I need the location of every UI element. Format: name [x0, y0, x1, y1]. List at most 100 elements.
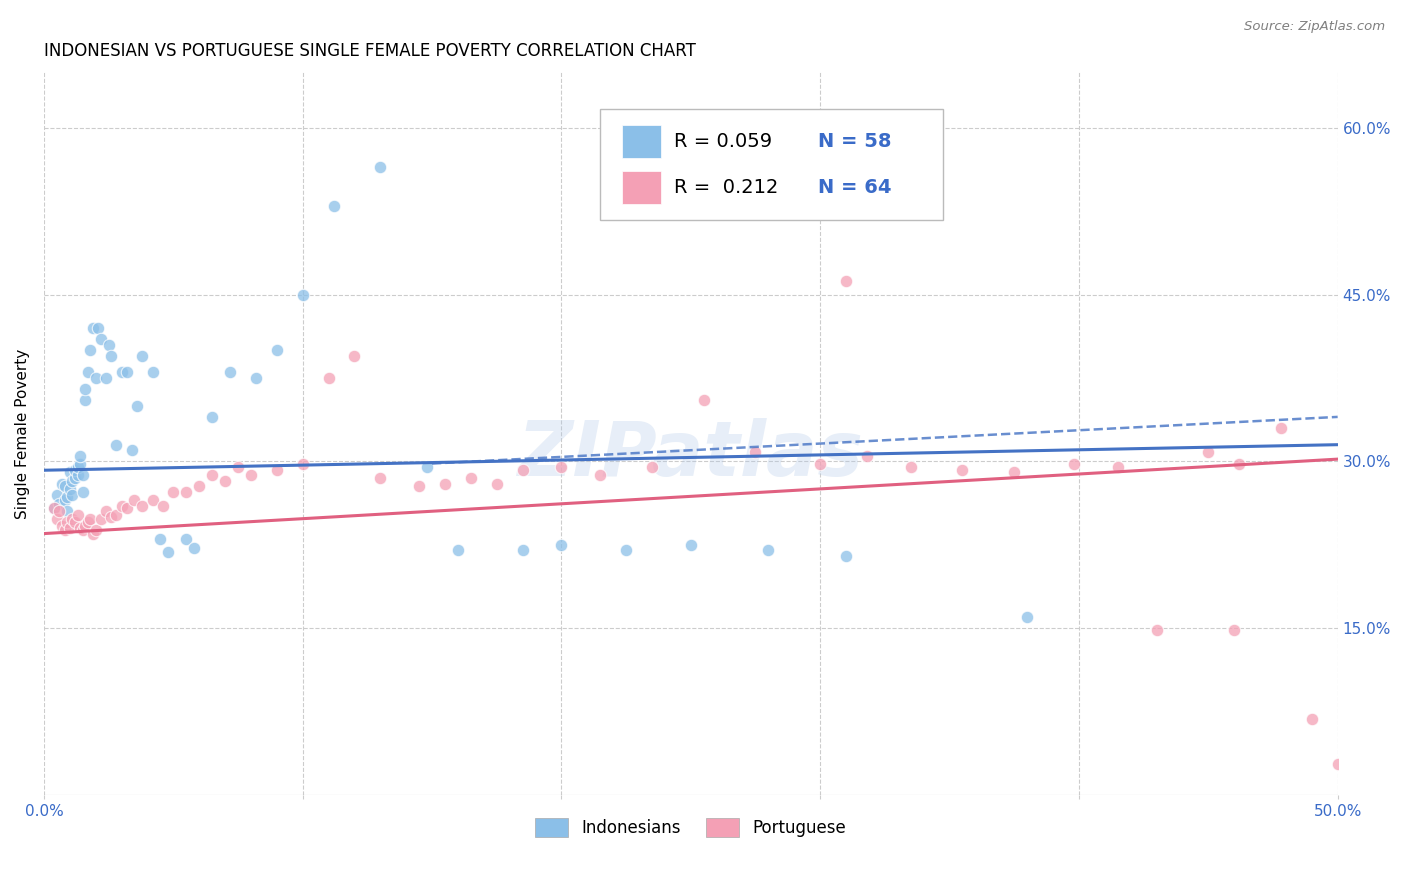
Point: [1301, 712, 1323, 726]
Point: [45, 488, 67, 502]
Point: [131, 499, 153, 513]
Point: [110, 499, 132, 513]
Point: [79, 343, 101, 358]
Point: [53, 523, 76, 537]
Point: [416, 459, 439, 474]
Point: [72, 485, 94, 500]
Point: [63, 516, 86, 530]
Point: [125, 399, 148, 413]
Point: [110, 366, 132, 380]
Point: [63, 471, 86, 485]
Point: [60, 475, 83, 489]
FancyBboxPatch shape: [600, 109, 943, 220]
Point: [94, 504, 117, 518]
Point: [226, 459, 249, 474]
Point: [1227, 457, 1250, 471]
Point: [239, 467, 262, 482]
Point: [100, 509, 122, 524]
Point: [152, 499, 174, 513]
Point: [174, 485, 197, 500]
Point: [90, 512, 112, 526]
Point: [368, 471, 391, 485]
Point: [679, 538, 702, 552]
Point: [485, 476, 508, 491]
Point: [44, 501, 66, 516]
FancyBboxPatch shape: [623, 125, 661, 158]
Point: [162, 485, 184, 500]
Point: [72, 523, 94, 537]
Point: [692, 393, 714, 408]
Point: [219, 366, 242, 380]
Point: [318, 371, 340, 385]
Point: [149, 532, 172, 546]
Point: [45, 512, 67, 526]
Point: [1223, 624, 1246, 638]
Point: [59, 482, 82, 496]
Point: [75, 518, 97, 533]
Point: [952, 463, 974, 477]
Point: [201, 409, 224, 424]
Point: [433, 476, 456, 491]
Point: [69, 521, 91, 535]
Point: [100, 349, 122, 363]
Point: [1197, 445, 1219, 459]
Y-axis label: Single Female Poverty: Single Female Poverty: [15, 349, 30, 518]
Point: [142, 366, 165, 380]
Text: INDONESIAN VS PORTUGUESE SINGLE FEMALE POVERTY CORRELATION CHART: INDONESIAN VS PORTUGUESE SINGLE FEMALE P…: [44, 42, 696, 60]
Point: [63, 463, 86, 477]
Point: [900, 459, 922, 474]
Point: [79, 512, 101, 526]
Point: [66, 459, 89, 474]
Point: [291, 457, 314, 471]
Point: [59, 521, 82, 535]
Point: [90, 332, 112, 346]
Point: [53, 479, 76, 493]
Point: [343, 349, 366, 363]
Point: [69, 449, 91, 463]
Point: [368, 160, 391, 174]
Point: [744, 445, 766, 459]
Point: [1063, 457, 1085, 471]
Point: [51, 476, 73, 491]
Point: [183, 541, 205, 555]
Text: ZIPatlas: ZIPatlas: [517, 418, 863, 492]
Point: [1017, 610, 1039, 624]
Text: N = 64: N = 64: [817, 178, 891, 197]
Point: [48, 504, 70, 518]
Point: [56, 490, 79, 504]
Point: [115, 366, 138, 380]
Point: [53, 493, 76, 508]
Point: [512, 543, 534, 558]
Point: [51, 518, 73, 533]
Point: [121, 443, 143, 458]
Point: [641, 459, 664, 474]
Point: [1326, 756, 1348, 771]
Point: [75, 382, 97, 396]
Point: [1107, 459, 1129, 474]
Text: R = 0.059: R = 0.059: [673, 132, 772, 151]
Point: [84, 523, 107, 537]
Point: [758, 543, 780, 558]
Text: Source: ZipAtlas.com: Source: ZipAtlas.com: [1244, 20, 1385, 33]
Point: [77, 366, 100, 380]
Point: [550, 538, 572, 552]
Point: [75, 393, 97, 408]
Point: [72, 467, 94, 482]
Point: [512, 463, 534, 477]
Point: [94, 371, 117, 385]
Point: [174, 532, 197, 546]
Legend: Indonesians, Portuguese: Indonesians, Portuguese: [529, 812, 853, 844]
Point: [835, 274, 858, 288]
Point: [245, 371, 267, 385]
Point: [614, 543, 637, 558]
Point: [44, 501, 66, 516]
Point: [1270, 421, 1292, 435]
Point: [835, 549, 858, 563]
Point: [69, 457, 91, 471]
Point: [1146, 624, 1168, 638]
Point: [60, 488, 83, 502]
Point: [48, 497, 70, 511]
Point: [266, 343, 288, 358]
Point: [77, 516, 100, 530]
Point: [115, 501, 138, 516]
